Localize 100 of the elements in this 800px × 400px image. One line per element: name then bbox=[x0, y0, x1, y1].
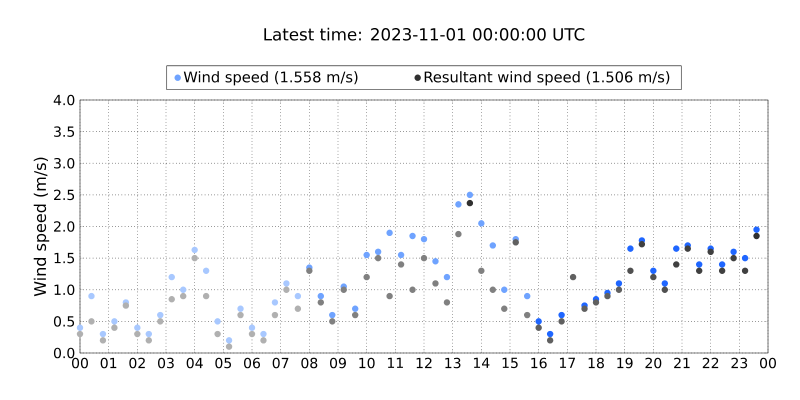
point bbox=[707, 248, 714, 256]
point bbox=[604, 292, 611, 300]
point bbox=[374, 248, 382, 256]
point bbox=[409, 286, 416, 293]
point bbox=[753, 232, 760, 240]
point bbox=[696, 261, 702, 268]
point bbox=[524, 292, 530, 300]
point bbox=[134, 330, 141, 338]
point bbox=[76, 324, 84, 331]
point bbox=[524, 312, 530, 318]
point bbox=[88, 292, 95, 300]
point bbox=[180, 292, 186, 300]
x-tick-label: 03 bbox=[158, 358, 174, 368]
point bbox=[501, 306, 508, 312]
point bbox=[546, 330, 554, 338]
point bbox=[386, 230, 393, 236]
point bbox=[546, 337, 554, 344]
point bbox=[570, 274, 576, 280]
y-tick-label: 2.5 bbox=[54, 190, 74, 200]
x-tick-label: 01 bbox=[100, 358, 116, 368]
point bbox=[684, 245, 691, 252]
point bbox=[111, 318, 118, 325]
legend-label: Wind speed (1.558 m/s) bbox=[184, 71, 358, 86]
point bbox=[650, 268, 657, 274]
point bbox=[329, 312, 336, 318]
x-tick-label: 11 bbox=[388, 358, 403, 368]
point bbox=[76, 330, 84, 338]
x-tick-label: 08 bbox=[301, 358, 318, 368]
y-axis-title: Wind speed (m/s) bbox=[34, 158, 50, 296]
point bbox=[157, 318, 164, 325]
point bbox=[512, 239, 519, 246]
point bbox=[248, 324, 256, 331]
point bbox=[386, 292, 393, 300]
point bbox=[398, 252, 404, 258]
point bbox=[146, 330, 152, 338]
point bbox=[294, 292, 302, 300]
point bbox=[490, 242, 496, 249]
point bbox=[718, 261, 726, 268]
x-tick-label: 15 bbox=[502, 358, 518, 368]
point bbox=[420, 236, 428, 242]
point bbox=[374, 254, 382, 262]
legend-label: Resultant wind speed (1.506 m/s) bbox=[424, 71, 670, 86]
x-tick-label: 16 bbox=[531, 358, 547, 368]
point bbox=[616, 286, 622, 293]
point bbox=[478, 268, 485, 274]
point bbox=[627, 245, 634, 252]
point bbox=[558, 318, 565, 325]
point bbox=[398, 261, 404, 268]
point bbox=[363, 274, 370, 280]
point bbox=[581, 306, 588, 312]
point bbox=[100, 337, 106, 344]
point bbox=[272, 312, 278, 318]
point bbox=[214, 318, 221, 325]
point bbox=[226, 337, 232, 344]
point bbox=[444, 274, 450, 280]
y-tick-label: 3.0 bbox=[54, 158, 74, 169]
point bbox=[662, 286, 668, 293]
point bbox=[202, 292, 210, 300]
y-tick-label: 0.5 bbox=[54, 316, 74, 327]
point bbox=[466, 192, 474, 198]
point bbox=[432, 280, 439, 287]
x-tick-label: 10 bbox=[359, 358, 375, 368]
point bbox=[340, 286, 347, 293]
point bbox=[455, 230, 462, 238]
point bbox=[260, 337, 267, 344]
x-tick-label: 09 bbox=[330, 358, 346, 368]
chart-title: Latest time: 2023-11-01 00:00:00 UTC bbox=[264, 28, 584, 41]
point bbox=[444, 299, 450, 306]
x-tick-label: 22 bbox=[702, 358, 718, 368]
point bbox=[100, 330, 106, 338]
point bbox=[730, 248, 737, 256]
point bbox=[202, 268, 210, 274]
point bbox=[673, 245, 680, 252]
point bbox=[168, 296, 175, 302]
point bbox=[272, 299, 278, 306]
point bbox=[191, 246, 198, 254]
x-tick-label: 04 bbox=[186, 358, 203, 368]
point bbox=[134, 324, 141, 331]
point bbox=[638, 241, 646, 248]
point bbox=[283, 280, 290, 287]
x-tick-label: 00 bbox=[72, 358, 88, 368]
x-tick-label: 19 bbox=[617, 358, 633, 368]
point bbox=[306, 268, 313, 274]
point bbox=[730, 254, 737, 262]
x-tick-label: 05 bbox=[215, 358, 232, 368]
point bbox=[283, 286, 290, 293]
point bbox=[616, 280, 622, 287]
x-tick-label: 21 bbox=[674, 358, 690, 368]
point bbox=[363, 252, 370, 258]
point bbox=[742, 254, 748, 262]
point bbox=[535, 324, 542, 331]
point bbox=[168, 274, 175, 280]
point bbox=[673, 261, 680, 268]
point bbox=[753, 226, 760, 233]
point bbox=[432, 258, 439, 264]
point bbox=[214, 330, 221, 338]
point bbox=[696, 268, 702, 274]
x-tick-label: 00 bbox=[760, 358, 776, 368]
point bbox=[226, 343, 232, 350]
x-tick-label: 20 bbox=[645, 358, 662, 368]
